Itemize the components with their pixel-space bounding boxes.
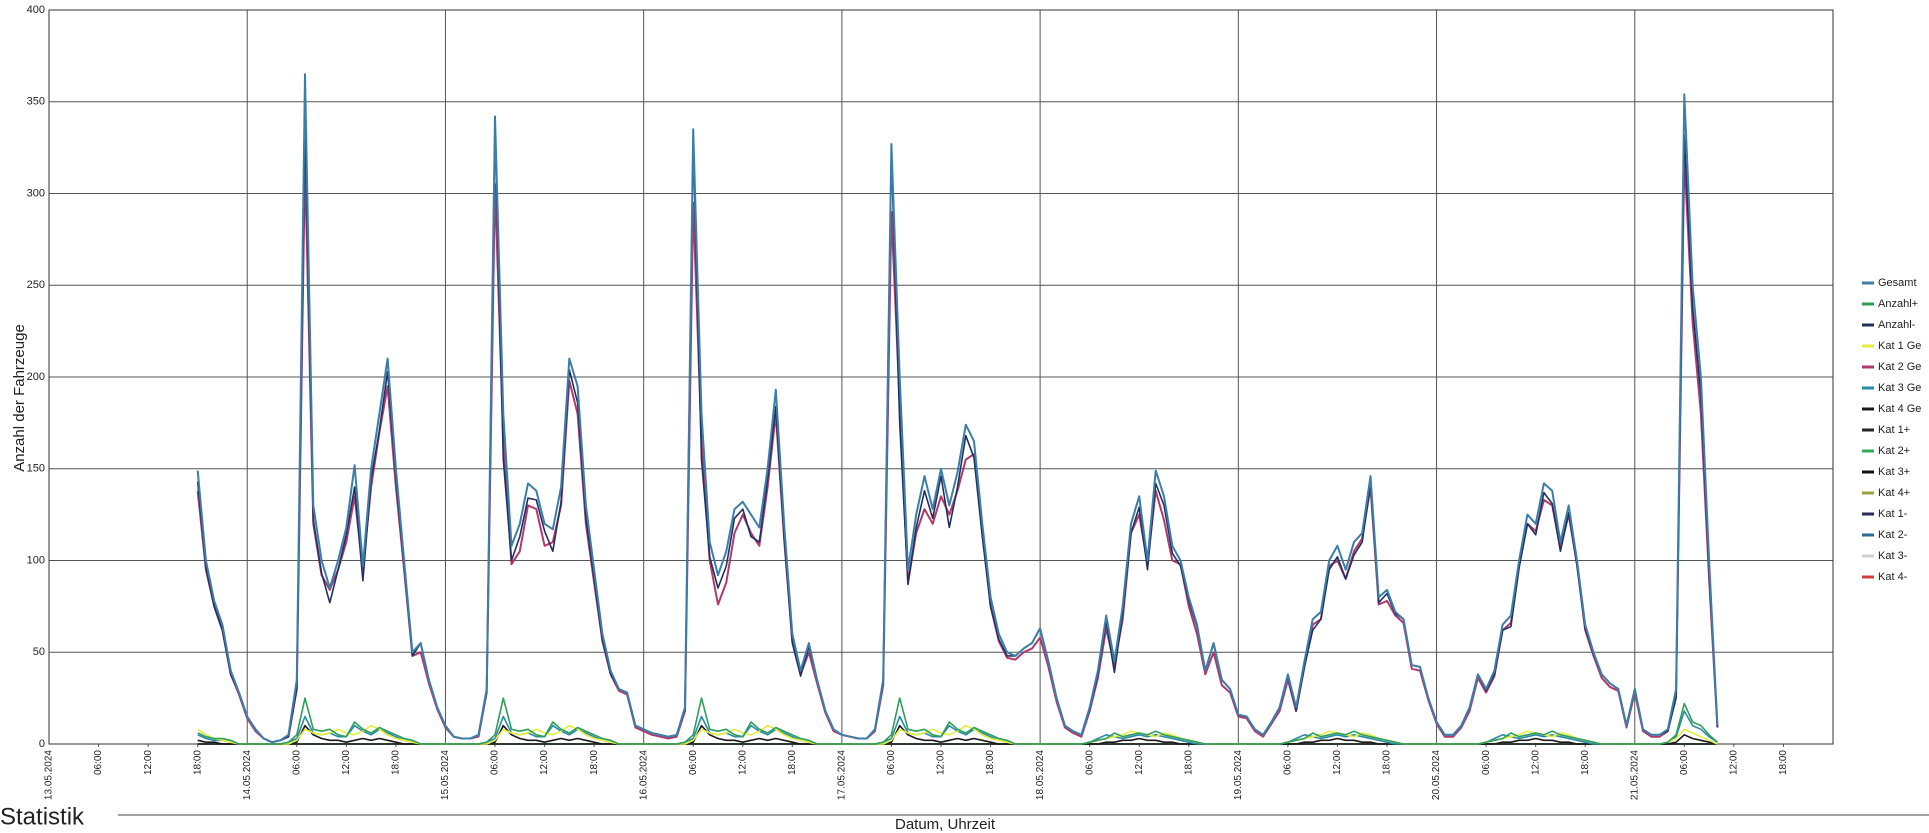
legend-label: Kat 4- [1878,571,1908,583]
x-tick-label: 18:00 [1382,750,1393,775]
x-tick-label: 18:00 [1778,750,1789,775]
legend-label: Kat 1+ [1878,424,1910,436]
y-tick-label: 350 [27,96,45,108]
x-tick-label: 12:00 [539,750,550,775]
legend-label: Kat 2- [1878,529,1908,541]
footer: Statistik [0,803,85,830]
y-tick-label: 0 [39,738,45,750]
y-tick-label: 200 [27,371,45,383]
legend-label: Kat 3 Ge [1878,382,1921,394]
legend-label: Kat 1 Ge [1878,340,1921,352]
x-tick-label: 12:00 [1332,750,1343,775]
x-tick-label: 12:00 [341,750,352,775]
x-tick-label: 18:00 [192,750,203,775]
x-tick-label: 18:00 [787,750,798,775]
x-tick-label: 06:00 [93,750,104,775]
x-tick-label: 18.05.2024 [1035,750,1046,800]
x-tick-label: 06:00 [1084,750,1095,775]
x-tick-label: 18:00 [589,750,600,775]
x-tick-label: 06:00 [688,750,699,775]
legend-label: Kat 2 Ge [1878,361,1921,373]
x-axis-label: Datum, Uhrzeit [895,816,996,833]
legend-label: Kat 1- [1878,508,1908,520]
x-tick-label: 12:00 [1134,750,1145,775]
x-tick-label: 13.05.2024 [44,750,55,800]
y-tick-label: 100 [27,554,45,566]
x-tick-label: 14.05.2024 [242,750,253,800]
x-tick-label: 06:00 [490,750,501,775]
x-tick-label: 06:00 [1679,750,1690,775]
x-tick-label: 12:00 [737,750,748,775]
legend-label: Gesamt [1878,277,1917,289]
x-tick-label: 17.05.2024 [837,750,848,800]
x-tick-label: 15.05.2024 [440,750,451,800]
series-line [197,697,1718,745]
x-tick-label: 18:00 [1580,750,1591,775]
y-axis-label: Anzahl der Fahrzeuge [11,324,28,472]
x-tick-label: 18:00 [1183,750,1194,775]
x-tick-label: 12:00 [1729,750,1740,775]
x-tick-label: 18:00 [985,750,996,775]
x-tick-label: 20.05.2024 [1431,750,1442,800]
x-tick-label: 16.05.2024 [638,750,649,800]
x-tick-label: 06:00 [1481,750,1492,775]
x-tick-label: 12:00 [143,750,154,775]
y-tick-label: 300 [27,187,45,199]
legend-label: Anzahl+ [1878,298,1918,310]
x-tick-label: 06:00 [886,750,897,775]
x-tick-label: 12:00 [936,750,947,775]
legend-label: Kat 4 Ge [1878,403,1921,415]
legend-label: Kat 2+ [1878,445,1910,457]
y-tick-label: 400 [27,4,45,16]
x-tick-label: 06:00 [291,750,302,775]
x-tick-label: 21.05.2024 [1629,750,1640,800]
x-tick-label: 06:00 [1283,750,1294,775]
y-tick-label: 250 [27,279,45,291]
y-tick-label: 50 [33,646,45,658]
legend-label: Kat 3- [1878,550,1908,562]
legend-label: Kat 4+ [1878,487,1910,499]
x-tick-label: 12:00 [1530,750,1541,775]
x-tick-label: 18:00 [391,750,402,775]
legend-label: Kat 3+ [1878,466,1910,478]
series-line [196,73,1719,744]
x-tick-label: 19.05.2024 [1233,750,1244,800]
legend-label: Anzahl- [1878,319,1916,331]
y-tick-label: 150 [27,463,45,475]
